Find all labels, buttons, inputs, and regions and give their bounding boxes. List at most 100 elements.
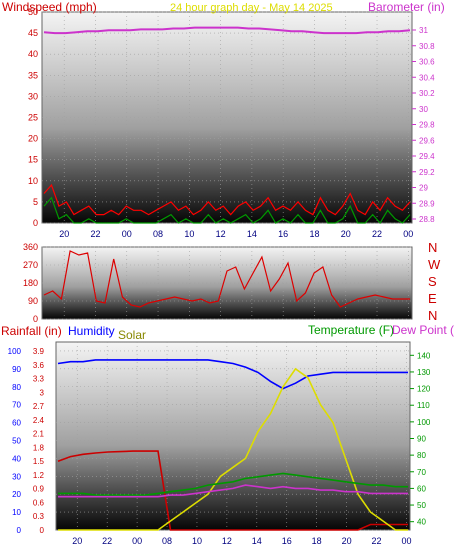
legend-humidity: Humidity [68,324,115,338]
rainfall-tick: 2.7 [33,402,45,411]
x-tick-label: 14 [247,229,257,239]
chart-title: 24 hour graph day - May 14 2025 [170,2,333,14]
winddir-tick: 270 [23,260,38,270]
x-tick-label: 08 [162,536,172,546]
x-tick-label: 00 [132,536,142,546]
legend-rainfall: Rainfall (in) [1,324,62,338]
rain-series [57,359,408,531]
barometer-tick: 28.9 [419,199,435,208]
rain-humidity-solar-temperature-panel: 0 10 20 30 40 50 60 70 80 90 100 0 0.3 0.6 0.9 1.2 1.5 1… [1,323,454,546]
winddir-series [43,250,410,308]
humidity-axis: 0 10 20 30 40 50 60 70 80 90 100 [8,347,22,535]
temperature-tick: 110 [417,401,430,410]
x-tick-label: 20 [342,536,352,546]
rainfall-tick: 2.1 [33,430,45,439]
windspeed-tick: 25 [28,113,38,123]
x-tick-label: 10 [192,536,202,546]
barometer-tick: 29 [419,184,428,193]
rainfall-tick: 1.8 [33,443,45,452]
winddir-axis: 0 90 180 270 360 [23,242,38,324]
rainfall-tick: 3.3 [33,375,45,384]
x-tick-label: 10 [184,229,194,239]
temperature-tick: 140 [417,351,431,360]
compass-label: N [428,308,437,323]
humidity-tick: 60 [12,419,21,428]
barometer-tick: 30 [419,105,428,114]
windspeed-axis-label: Windspeed (mph) [2,0,97,14]
rainfall-tick: 3.9 [33,347,45,356]
rainfall-tick: 0 [40,526,45,535]
x-tick-label: 00 [403,229,413,239]
barometer-tick: 30.4 [419,73,435,82]
barometer-tick: 28.8 [419,215,435,224]
winddir-line [43,250,410,308]
wind-series [43,26,411,225]
winddir-tick: 360 [23,242,38,252]
winddir-tick: 180 [23,278,38,288]
rainfall-tick: 0.9 [33,485,45,494]
rainfall-tick: 3 [40,388,45,397]
windspeed-tick: 0 [33,218,38,228]
temperature-axis: 40 50 60 70 80 90 100 110 120 130 140 [410,351,431,527]
x-tick-label: 16 [282,536,292,546]
windspeed-tick: 20 [28,134,38,144]
x-tick-label: 12 [216,229,226,239]
windspeed-tick: 40 [28,49,38,59]
rainfall-axis: 0 0.3 0.6 0.9 1.2 1.5 1.8 2.1 2.4 2.7 3 3.3 3.6 3.9 [33,347,45,535]
x-tick-label: 00 [122,229,132,239]
humidity-tick: 0 [17,526,22,535]
rainfall-tick: 2.4 [33,416,45,425]
barometer-tick: 29.8 [419,121,435,130]
x-tick-label: 20 [59,229,69,239]
x-tick-label: 20 [72,536,82,546]
barometer-tick: 29.4 [419,152,435,161]
humidity-tick: 50 [12,436,21,445]
wind-grid [42,11,412,224]
windspeed-tick: 10 [28,176,38,186]
barometer-tick: 30.2 [419,89,435,98]
solar-line [58,367,408,531]
windspeed-tick: 30 [28,91,38,101]
x-tick-label: 22 [102,536,112,546]
compass-label: N [428,240,437,255]
x-tick-label: 22 [372,536,382,546]
humidity-tick: 20 [12,490,21,499]
temperature-tick: 130 [417,368,431,377]
barometer-tick: 30.6 [419,58,435,67]
x-tick-label: 20 [341,229,351,239]
windspeed-axis: 0 5 10 15 20 25 30 35 40 45 50 [28,7,38,228]
x-tick-label: 00 [401,536,411,546]
x-tick-label: 12 [222,536,232,546]
humidity-tick: 80 [12,383,21,392]
rainfall-tick: 0.3 [33,512,45,521]
x-tick-label: 14 [252,536,262,546]
barometer-axis-label: Barometer (in) [368,0,445,14]
compass-label: E [428,291,437,306]
x-tick-label: 22 [90,229,100,239]
windspeed-line [43,183,411,216]
rain-plot-area [55,341,411,531]
rainfall-tick: 1.2 [33,471,45,480]
x-tick-label: 22 [372,229,382,239]
winddir-grid [42,246,412,320]
windspeed-tick: 35 [28,70,38,80]
legend-temperature: Temperature (F) [308,323,394,337]
x-tick-label: 18 [309,229,319,239]
windspeed-tick: 45 [28,28,38,38]
temperature-tick: 60 [417,484,426,493]
humidity-tick: 90 [12,365,21,374]
humidity-tick: 30 [12,472,21,481]
windspeed-tick: 50 [28,7,38,17]
barometer-tick: 30.8 [419,42,435,51]
dewpoint-line [58,484,408,498]
humidity-tick: 40 [12,454,21,463]
wind-average-line [43,196,411,225]
humidity-line [57,359,408,390]
temperature-tick: 120 [417,385,431,394]
rainfall-tick: 3.6 [33,361,45,370]
rain-grid [56,342,410,531]
temperature-tick: 80 [417,451,426,460]
